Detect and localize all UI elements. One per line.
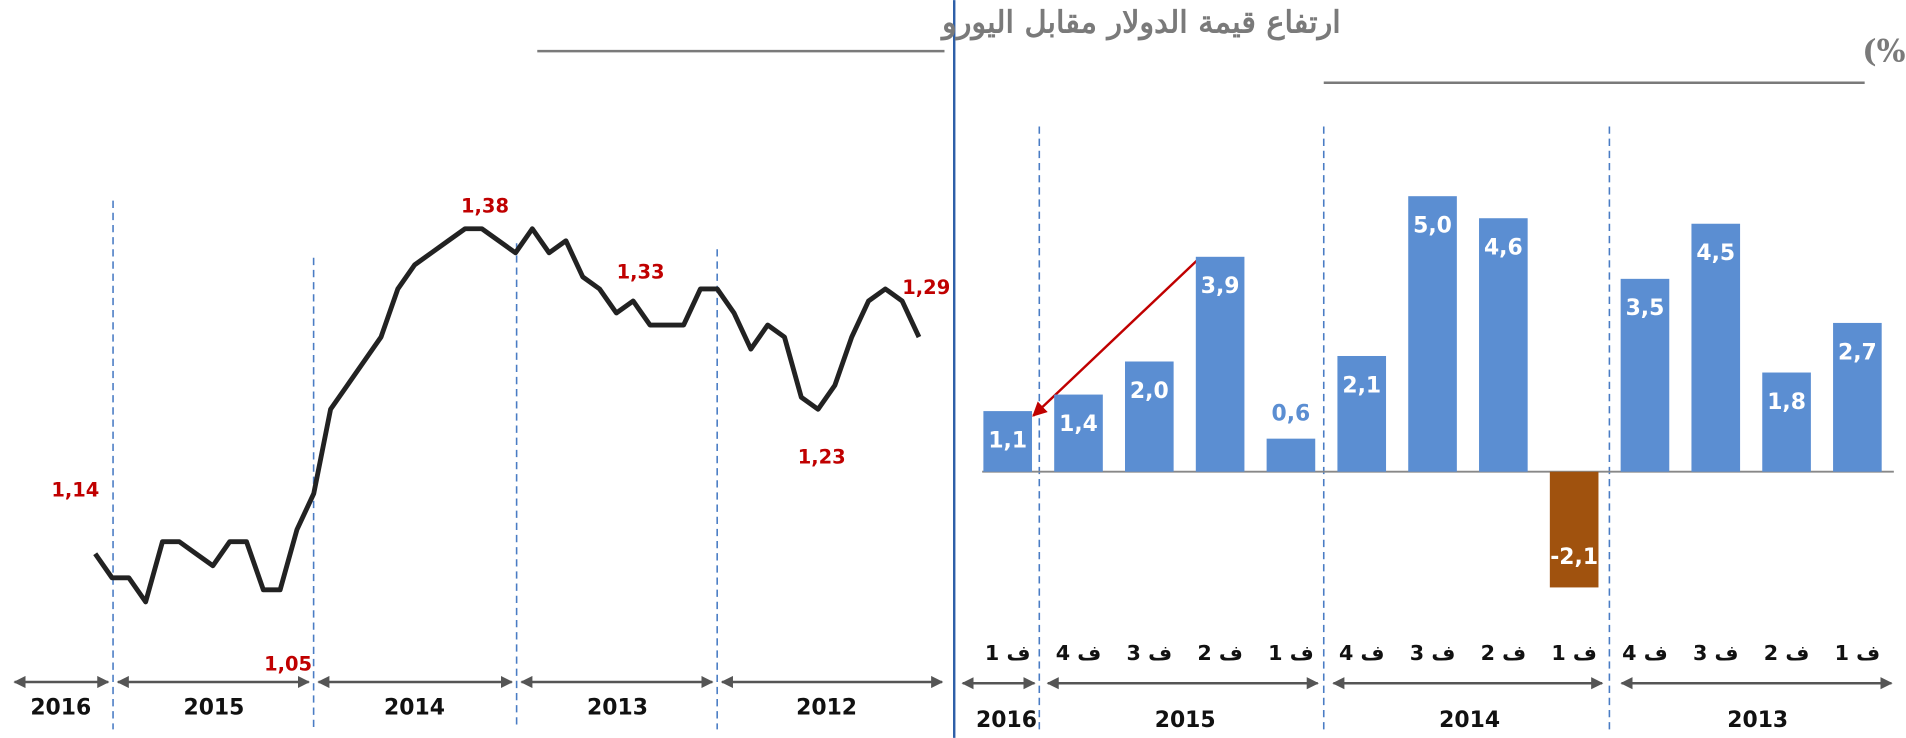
value-label: 3,9 <box>1201 274 1240 299</box>
x-tick-label: ف 4 <box>1622 641 1668 665</box>
bar <box>1408 196 1457 472</box>
value-label: 0,6 <box>1272 401 1311 426</box>
fx-line <box>93 226 922 605</box>
year-label: 2016 <box>976 708 1037 733</box>
x-tick-label: ف 1 <box>1835 641 1881 665</box>
value-label: 1,1 <box>988 428 1027 453</box>
annotation: 1,33 <box>617 261 665 284</box>
bar <box>1762 372 1811 472</box>
year-label: 2012 <box>796 696 857 721</box>
bar <box>1266 438 1316 472</box>
bar <box>1125 361 1174 472</box>
bar <box>1337 355 1387 472</box>
x-tick-label: ف 3 <box>1693 641 1739 665</box>
value-label: 4,5 <box>1696 241 1735 266</box>
x-tick-label: ف 2 <box>1197 641 1243 665</box>
annotation: 1,05 <box>264 652 312 675</box>
year-label: 2013 <box>1727 708 1788 733</box>
x-tick-label: ف 2 <box>1764 641 1810 665</box>
year-label: 2015 <box>183 696 244 721</box>
value-label: 1,8 <box>1767 390 1806 415</box>
right-dashes <box>1038 126 1611 730</box>
bar <box>1479 218 1528 472</box>
x-tick-label: ف 3 <box>1127 641 1173 665</box>
bar <box>1054 394 1103 472</box>
bar <box>983 411 1033 472</box>
x-tick-label: ف 3 <box>1410 641 1456 665</box>
x-tick-label: ف 4 <box>1339 641 1385 665</box>
year-label: 2016 <box>30 696 91 721</box>
value-label: 3,5 <box>1626 296 1665 321</box>
year-label: 2013 <box>587 696 648 721</box>
year-label: 2014 <box>1439 708 1500 733</box>
bar <box>1833 322 1882 472</box>
annotation: 1,14 <box>51 478 99 501</box>
x-tick-label: ف 1 <box>985 641 1031 665</box>
value-label: 5,0 <box>1413 214 1452 239</box>
annotation: 1,29 <box>902 276 950 299</box>
value-label: -2,1 <box>1550 545 1598 570</box>
bar <box>1195 256 1245 472</box>
x-tick-label: ف 2 <box>1481 641 1527 665</box>
x-tick-label: ف 4 <box>1056 641 1102 665</box>
value-label: 2,1 <box>1342 373 1381 398</box>
red-arrow <box>1032 258 1200 417</box>
annotation: 1,38 <box>461 194 509 217</box>
value-label: 1,4 <box>1059 412 1098 437</box>
value-label: 2,0 <box>1130 379 1169 404</box>
year-label: 2015 <box>1155 708 1216 733</box>
left-title: ارتفاع قيمة الدولار مقابل اليورو <box>940 4 1341 40</box>
value-label: 4,6 <box>1484 236 1523 261</box>
bar <box>1691 223 1741 472</box>
bar <box>1549 471 1599 588</box>
right-title: تباطؤ وتيرة نمو الناتج الداخلي الخام (%) <box>1862 34 1906 70</box>
annotation: 1,23 <box>798 445 846 468</box>
x-tick-label: ف 1 <box>1268 641 1314 665</box>
year-label: 2014 <box>384 696 445 721</box>
bar <box>1620 278 1670 472</box>
value-label: 2,7 <box>1838 340 1877 365</box>
x-tick-label: ف 1 <box>1551 641 1597 665</box>
